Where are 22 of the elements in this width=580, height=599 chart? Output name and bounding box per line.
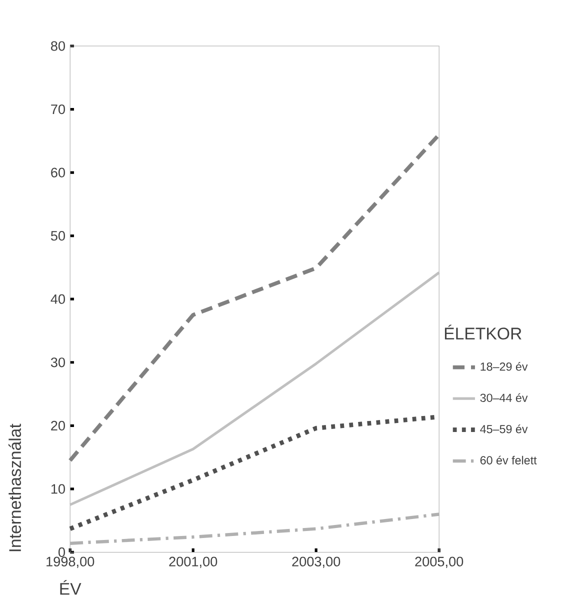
legend-label: 45–59 év — [480, 424, 528, 434]
y-tick-label: 20 — [51, 420, 66, 430]
line-series — [68, 132, 442, 462]
x-tick-label: 1998,00 — [46, 556, 94, 568]
y-tick-label: 60 — [51, 168, 66, 178]
legend-label: 30–44 év — [480, 393, 528, 402]
y-tick-label: 30 — [51, 358, 66, 368]
line-series — [68, 271, 441, 506]
legend-title: ÉLETKOR — [445, 324, 522, 340]
legend-label: 18–29 év — [480, 362, 528, 371]
x-tick-label: 2001,00 — [169, 556, 218, 568]
y-tick-label: 0 — [58, 547, 66, 558]
x-tick-label: 2003,00 — [292, 556, 340, 568]
y-tick-label: 80 — [51, 41, 66, 51]
y-axis-title: Internethasználat — [8, 424, 22, 552]
legend-label: 60 év felett — [480, 456, 537, 464]
y-tick-label: 10 — [52, 484, 66, 494]
x-axis-title: ÉV — [60, 580, 82, 595]
y-tick-label: 50 — [51, 231, 66, 241]
x-tick-label: 2005,00 — [415, 556, 464, 568]
y-tick-label: 70 — [51, 104, 66, 114]
y-tick-label: 40 — [50, 294, 66, 304]
